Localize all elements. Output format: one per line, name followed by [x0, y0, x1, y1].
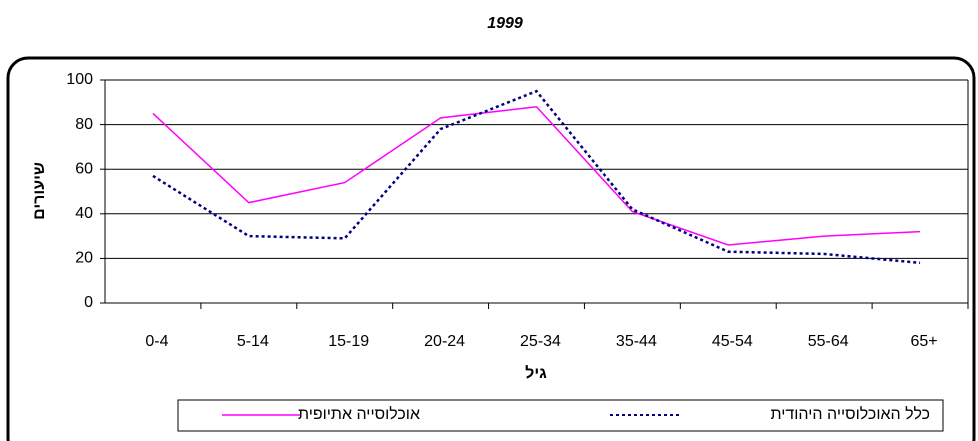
y-tick-label: 100 — [66, 71, 93, 88]
x-tick-label: 5-14 — [237, 333, 269, 350]
x-tick-label: 65+ — [910, 333, 937, 350]
line-series — [152, 89, 921, 265]
x-tick-label: 20-24 — [424, 333, 465, 350]
x-tick-label: 15-19 — [328, 333, 369, 350]
x-axis-label: גיל — [525, 364, 547, 382]
y-tick-label: 40 — [75, 205, 93, 222]
x-tick-label: 45-54 — [712, 333, 753, 350]
line-series — [152, 105, 921, 246]
legend-label: כלל האוכלוסייה היהודית — [771, 405, 930, 423]
x-tick-label: 0-4 — [145, 333, 168, 350]
chart-title: 1999 — [487, 15, 523, 32]
legend-label: אוכלוסייה אתיופית — [298, 405, 420, 423]
y-tick-label: 80 — [75, 116, 93, 133]
x-tick-label: 35-44 — [616, 333, 657, 350]
y-axis-label: שיעורים — [31, 162, 48, 220]
y-tick-label: 20 — [75, 250, 93, 267]
x-tick-label: 25-34 — [520, 333, 561, 350]
legend — [177, 399, 944, 432]
y-tick-label: 0 — [84, 294, 93, 311]
chart-frame — [6, 56, 976, 441]
y-tick-label: 60 — [75, 160, 93, 177]
x-tick-label: 55-64 — [808, 333, 849, 350]
